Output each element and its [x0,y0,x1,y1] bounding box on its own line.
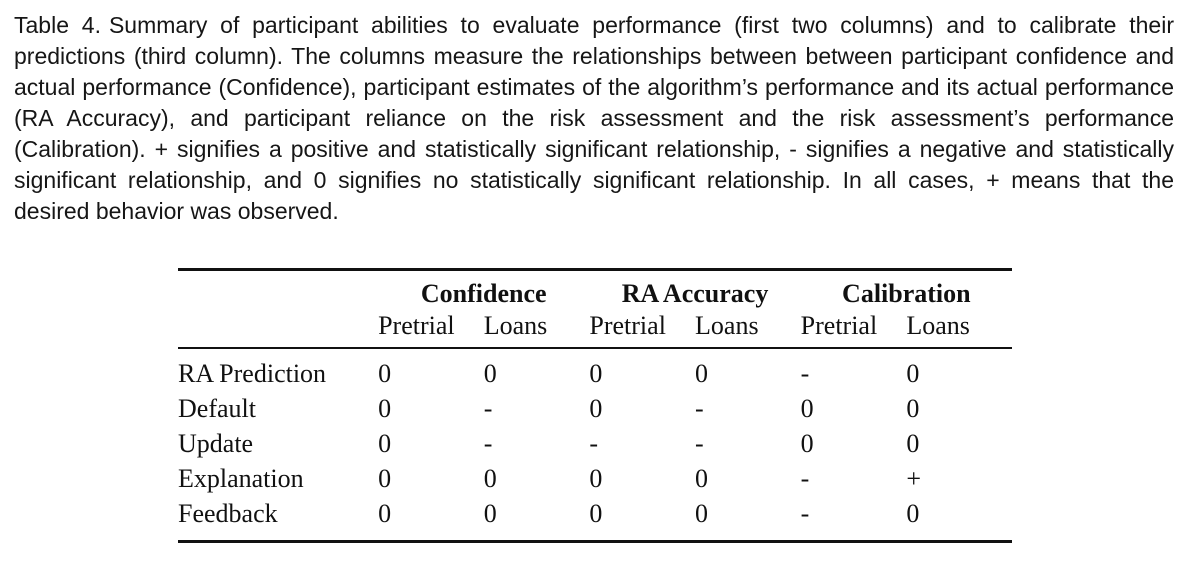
table-row: Default 0 - 0 - 0 0 [178,391,1012,426]
group-header-row: Confidence RA Accuracy Calibration [178,270,1012,310]
cell-value: 0 [906,358,920,388]
group-header-confidence: Confidence [420,279,547,308]
cell-value: 0 [906,498,920,528]
cell-value: 0 [695,358,709,388]
corner-cell [178,270,378,310]
cell-value: 0 [378,463,392,493]
cell-value: 0 [589,393,603,423]
row-label: Update [178,428,254,458]
cell-value: 0 [589,498,603,528]
cell-value: 0 [483,463,497,493]
cell-value: - [483,393,493,423]
sub-header: Pretrial [589,311,666,340]
cell-value: 0 [483,358,497,388]
sub-header-row: Pretrial Loans Pretrial Loans Pretrial L… [178,309,1012,348]
cell-value: 0 [906,393,920,423]
caption-label: Table 4. [14,12,101,38]
cell-value: 0 [378,393,392,423]
cell-value: 0 [800,393,814,423]
cell-value: 0 [695,498,709,528]
cell-value: 0 [378,498,392,528]
cell-value: - [800,463,810,493]
cell-value: 0 [906,428,920,458]
table-row: Explanation 0 0 0 0 - + [178,461,1012,496]
sub-header: Loans [695,311,759,340]
cell-value: - [695,428,704,458]
sub-header: Pretrial [378,311,455,340]
sub-header: Loans [483,311,548,340]
sub-header: Pretrial [800,311,878,340]
cell-value: 0 [378,358,392,388]
caption-text: Summary of participant abilities to eval… [14,12,1174,224]
cell-value: 0 [800,428,814,458]
sub-header: Loans [906,311,970,340]
corner-cell [178,309,378,348]
cell-value: - [589,428,599,458]
group-header-calibration: Calibration [842,279,971,308]
cell-value: - [800,498,810,528]
cell-value: - [800,358,810,388]
table-row: Update 0 - - - 0 0 [178,426,1012,461]
table-body: RA Prediction 0 0 0 0 - 0 Default 0 - 0 … [178,348,1012,542]
cell-value: 0 [378,428,392,458]
table-row: RA Prediction 0 0 0 0 - 0 [178,348,1012,391]
table-header: Confidence RA Accuracy Calibration Pretr… [178,270,1012,348]
results-table: Confidence RA Accuracy Calibration Pretr… [178,268,1012,543]
cell-value: 0 [695,463,709,493]
table-container: Confidence RA Accuracy Calibration Pretr… [178,268,1012,543]
cell-value: 0 [483,498,497,528]
cell-value: 0 [589,463,603,493]
cell-value: + [906,463,921,493]
row-label: Feedback [178,498,278,528]
table-row: Feedback 0 0 0 0 - 0 [178,496,1012,542]
row-label: Default [178,393,256,423]
cell-value: 0 [589,358,603,388]
table-caption: Table 4. Summary of participant abilities… [14,10,1174,227]
cell-value: - [695,393,704,423]
cell-value: - [483,428,493,458]
group-header-ra-accuracy: RA Accuracy [621,279,769,308]
row-label: Explanation [178,463,304,493]
row-label: RA Prediction [178,358,327,388]
